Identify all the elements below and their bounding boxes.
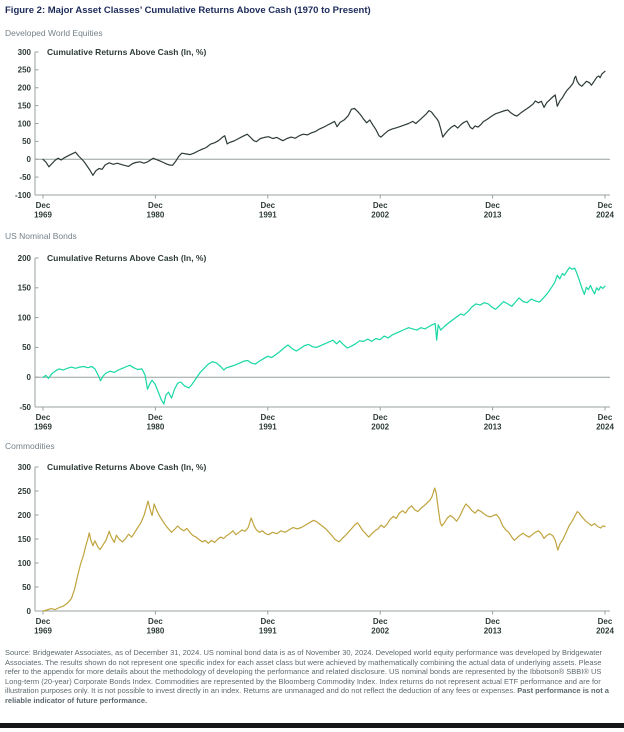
x-tick-label: 1991 xyxy=(259,627,277,636)
x-tick-label: Dec xyxy=(260,617,275,626)
chart-block-commodities: Commodities 300 250 200 150 100 50 0 Dec 1969 Dec… xyxy=(0,441,624,638)
x-tick-label: Dec xyxy=(36,617,51,626)
x-tick-label: 1980 xyxy=(147,211,165,220)
y-tick-label: 200 xyxy=(18,511,32,520)
chart-subtitle-bonds: US Nominal Bonds xyxy=(5,231,77,241)
x-tick-label: Dec xyxy=(148,201,163,210)
commodities-line-chart: 300250200150100500Dec1969Dec1980Dec1991D… xyxy=(18,462,615,636)
x-tick-label: 1991 xyxy=(259,211,277,220)
y-tick-label: 150 xyxy=(18,101,32,110)
x-tick-label: Dec xyxy=(260,201,275,210)
x-tick-label: 2013 xyxy=(484,423,502,432)
x-tick-label: Dec xyxy=(148,617,163,626)
bottom-rule xyxy=(0,723,624,728)
y-tick-label: 0 xyxy=(27,155,32,164)
x-tick-label: Dec xyxy=(485,617,500,626)
y-tick-label: 250 xyxy=(18,487,32,496)
axis-title: Cumulative Returns Above Cash (ln, %) xyxy=(47,253,206,263)
series-line xyxy=(42,266,606,405)
axis-title: Cumulative Returns Above Cash (ln, %) xyxy=(47,47,206,57)
x-tick-label: 1969 xyxy=(34,423,52,432)
chart-block-equities: Developed World Equities 300 250 200 150 100… xyxy=(0,28,624,222)
x-tick-label: 2013 xyxy=(484,211,502,220)
x-tick-label: 2024 xyxy=(596,211,614,220)
y-tick-label: 200 xyxy=(18,84,32,93)
bonds-line-chart: 200150100500-50Dec1969Dec1980Dec1991Dec2… xyxy=(18,253,615,432)
x-tick-label: 2013 xyxy=(484,627,502,636)
y-tick-label: 150 xyxy=(18,284,32,293)
y-tick-label: 250 xyxy=(18,66,32,75)
series-line xyxy=(42,487,606,612)
x-tick-label: Dec xyxy=(36,201,51,210)
x-tick-label: Dec xyxy=(148,413,163,422)
x-tick-label: 2024 xyxy=(596,423,614,432)
equities-line-chart: 300250200150100500-50-100Dec1969Dec1980D… xyxy=(15,47,614,220)
y-tick-label: 150 xyxy=(18,535,32,544)
x-tick-label: Dec xyxy=(260,413,275,422)
x-tick-label: Dec xyxy=(373,201,388,210)
chart-block-bonds: US Nominal Bonds 200 150 100 50 0 -50 Dec 1969 D… xyxy=(0,231,624,434)
x-tick-label: Dec xyxy=(373,413,388,422)
chart-subtitle-equities: Developed World Equities xyxy=(5,28,103,38)
y-tick-label: -100 xyxy=(15,191,32,200)
source-footnote: Source: Bridgewater Associates, as of De… xyxy=(5,648,618,705)
y-tick-label: 50 xyxy=(22,583,31,592)
x-tick-label: Dec xyxy=(598,413,613,422)
x-tick-label: 1980 xyxy=(147,627,165,636)
y-tick-label: 0 xyxy=(27,373,32,382)
x-tick-label: Dec xyxy=(598,201,613,210)
x-tick-label: Dec xyxy=(373,617,388,626)
x-tick-label: Dec xyxy=(36,413,51,422)
x-tick-label: 1980 xyxy=(147,423,165,432)
chart-subtitle-commodities: Commodities xyxy=(5,441,55,451)
footnote-bold-text: Past performance is not a reliable indic… xyxy=(5,686,609,705)
x-tick-label: 2002 xyxy=(371,627,389,636)
y-tick-label: 300 xyxy=(18,463,32,472)
y-tick-label: 50 xyxy=(22,343,31,352)
x-tick-label: 1969 xyxy=(34,211,52,220)
footnote-text: Source: Bridgewater Associates, as of De… xyxy=(5,648,603,696)
x-tick-label: Dec xyxy=(485,201,500,210)
series-line xyxy=(42,70,606,176)
x-tick-label: 2002 xyxy=(371,423,389,432)
y-tick-label: 300 xyxy=(18,48,32,57)
axis-title: Cumulative Returns Above Cash (ln, %) xyxy=(47,462,206,472)
x-tick-label: 1969 xyxy=(34,627,52,636)
y-tick-label: 50 xyxy=(22,137,31,146)
y-tick-label: 0 xyxy=(27,607,32,616)
y-tick-label: 100 xyxy=(18,313,32,322)
x-tick-label: 2024 xyxy=(596,627,614,636)
y-tick-label: 100 xyxy=(18,559,32,568)
x-tick-label: 1991 xyxy=(259,423,277,432)
y-tick-label: 100 xyxy=(18,119,32,128)
x-tick-label: Dec xyxy=(598,617,613,626)
y-tick-label: -50 xyxy=(19,173,31,182)
x-tick-label: Dec xyxy=(485,413,500,422)
y-tick-label: -50 xyxy=(19,403,31,412)
figure-title: Figure 2: Major Asset Classes’ Cumulativ… xyxy=(5,5,371,16)
y-tick-label: 200 xyxy=(18,254,32,263)
x-tick-label: 2002 xyxy=(371,211,389,220)
